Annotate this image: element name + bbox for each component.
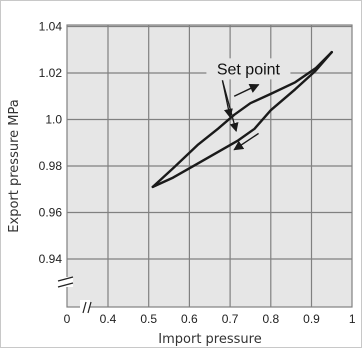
x-tick-label-1: 0.5 <box>140 312 157 326</box>
y-tick-label-1: 0.96 <box>39 206 63 220</box>
y-tick-label-2: 0.98 <box>39 159 63 173</box>
y-break-slash-1 <box>57 276 74 282</box>
y-tick-label-0: 0.94 <box>39 252 63 266</box>
grid-lines <box>66 24 353 308</box>
y-break-slash-2 <box>57 282 74 288</box>
series-line-1 <box>151 50 333 189</box>
x-tick-label-4: 0.8 <box>262 312 279 326</box>
direction-arrow-decreasing <box>233 132 259 151</box>
x-break-slash-2 <box>87 301 92 314</box>
series-line-0 <box>151 50 333 189</box>
x-break-slash-1 <box>82 301 87 314</box>
y-tick-label-3: 1.0 <box>45 113 62 127</box>
set-point-label: Set point <box>217 61 281 78</box>
x-tick-label-0: 0.4 <box>100 312 117 326</box>
x-tick-label-6: 1 <box>349 312 356 326</box>
axis-break-marks <box>57 276 92 314</box>
x-tick-label-3: 0.7 <box>222 312 239 326</box>
series-layer <box>151 50 333 189</box>
x-tick-labels: 0.4 0.5 0.6 0.7 0.8 0.9 1 <box>100 312 356 326</box>
annotation-layer: Set point <box>206 58 291 151</box>
y-break-gap <box>59 277 73 287</box>
x-axis-label: Import pressure <box>158 332 261 347</box>
y-tick-labels: 0.94 0.96 0.98 1.0 1.02 1.04 <box>39 20 63 267</box>
y-tick-label-4: 1.02 <box>39 66 63 80</box>
set-point-pointer-1 <box>221 80 239 133</box>
x-tick-label-2: 0.6 <box>181 312 198 326</box>
y-axis-label: Export pressure MPa <box>7 99 22 232</box>
x-tick-label-5: 0.9 <box>303 312 320 326</box>
x-origin-label: 0 <box>64 312 71 326</box>
set-point-label-bg <box>206 58 291 80</box>
direction-arrow-increasing <box>233 83 260 97</box>
y-tick-label-5: 1.04 <box>39 20 63 34</box>
